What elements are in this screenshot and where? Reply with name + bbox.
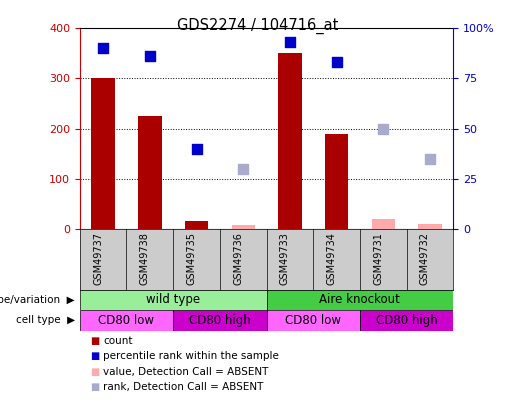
Text: cell type  ▶: cell type ▶ [15, 315, 75, 325]
Bar [267, 290, 453, 310]
Text: wild type: wild type [146, 293, 200, 306]
Bar [418, 224, 441, 229]
Text: ■: ■ [90, 367, 99, 377]
Text: ■: ■ [90, 352, 99, 361]
Bar [173, 310, 267, 331]
Point [286, 39, 294, 46]
Text: GSM49732: GSM49732 [420, 232, 430, 285]
Text: value, Detection Call = ABSENT: value, Detection Call = ABSENT [103, 367, 268, 377]
Point [332, 59, 340, 66]
Text: GSM49737: GSM49737 [93, 232, 103, 285]
Bar [267, 310, 360, 331]
Point [379, 126, 387, 132]
Text: CD80 low: CD80 low [285, 314, 341, 327]
Point [426, 156, 434, 162]
Text: rank, Detection Call = ABSENT: rank, Detection Call = ABSENT [103, 382, 263, 392]
Text: CD80 high: CD80 high [189, 314, 251, 327]
Point [239, 165, 247, 172]
Text: ■: ■ [90, 336, 99, 346]
Text: genotype/variation  ▶: genotype/variation ▶ [0, 295, 75, 305]
Bar [278, 53, 301, 229]
Text: GSM49738: GSM49738 [140, 232, 150, 285]
Text: GDS2274 / 104716_at: GDS2274 / 104716_at [177, 18, 338, 34]
Text: count: count [103, 336, 132, 346]
Bar [185, 221, 208, 229]
Text: GSM49734: GSM49734 [327, 232, 336, 285]
Bar [80, 290, 267, 310]
Text: GSM49735: GSM49735 [186, 232, 197, 285]
Text: ■: ■ [90, 382, 99, 392]
Bar [92, 79, 115, 229]
Bar [232, 225, 255, 229]
Bar [325, 134, 348, 229]
Point [99, 45, 107, 51]
Text: GSM49733: GSM49733 [280, 232, 290, 285]
Text: GSM49731: GSM49731 [373, 232, 383, 285]
Text: CD80 high: CD80 high [375, 314, 437, 327]
Point [193, 145, 201, 152]
Bar [360, 310, 453, 331]
Text: Aire knockout: Aire knockout [319, 293, 400, 306]
Point [146, 53, 154, 60]
Text: GSM49736: GSM49736 [233, 232, 243, 285]
Bar [80, 310, 173, 331]
Text: percentile rank within the sample: percentile rank within the sample [103, 352, 279, 361]
Bar [138, 116, 162, 229]
Text: CD80 low: CD80 low [98, 314, 154, 327]
Bar [371, 219, 395, 229]
